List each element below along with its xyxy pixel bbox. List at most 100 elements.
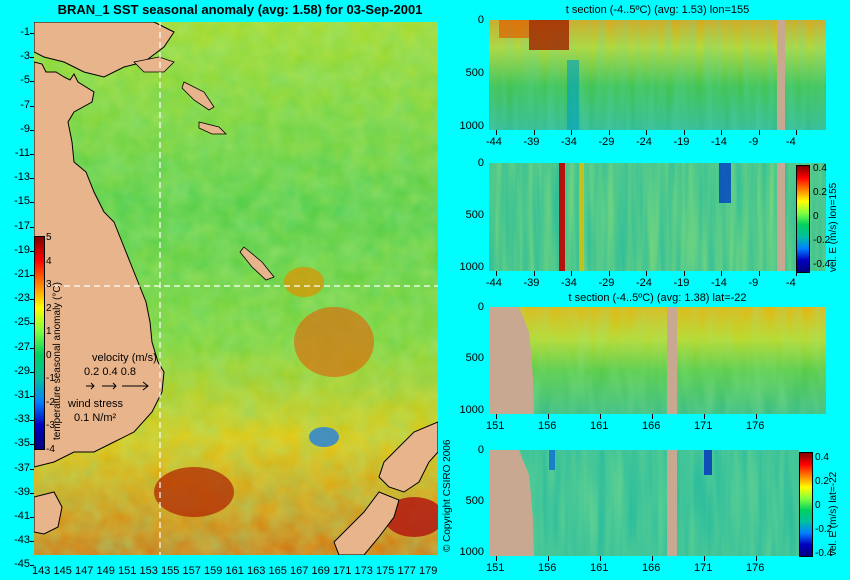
map-lon-label: 153 [139, 565, 158, 577]
tasmania-land [34, 491, 63, 535]
colorbar-tick-label: 5 [46, 232, 52, 243]
map-lat-label: -7 [20, 98, 30, 111]
section-x-tick [646, 130, 647, 135]
depth-tick-label: 1000 [459, 403, 484, 416]
new-zealand-land [378, 421, 438, 493]
map-lat-tick [30, 420, 34, 422]
depth-tick-label: 0 [477, 301, 484, 313]
map-lon-label: 145 [53, 565, 72, 577]
section-x-tick [704, 556, 705, 561]
section-x-tick-label: -19 [673, 136, 690, 148]
map-lat-label: -3 [20, 50, 30, 63]
map-colorbar [34, 236, 45, 450]
vel-colorbar-tick-label: 0 [813, 211, 819, 222]
map-lat-label: -19 [14, 243, 30, 256]
section-x-tick-label: 161 [590, 420, 609, 432]
vel-colorbar-tick-label: -0.2 [813, 235, 831, 246]
section-x-tick [758, 271, 760, 276]
panel3-svg [489, 307, 826, 414]
colorbar-tick-label: 0 [46, 349, 52, 361]
section-x-tick [533, 130, 535, 135]
section-x-tick-label: -44 [486, 136, 502, 148]
section-x-tick-label: 151 [486, 420, 505, 432]
section-x-tick [496, 130, 497, 135]
map-lat-tick [30, 396, 34, 397]
map-lon-label: 147 [75, 565, 94, 577]
map-lat-label: -15 [14, 195, 30, 208]
section-x-tick-label: -19 [673, 277, 690, 289]
map-lon-label: 143 [32, 565, 51, 577]
section-x-tick-label: -14 [711, 277, 727, 289]
wind-label: wind stress [68, 398, 124, 410]
colorbar-tick-label: -4 [46, 443, 55, 455]
section-x-tick [646, 271, 647, 276]
map-lat-label: -23 [14, 292, 30, 305]
section-x-tick-label: 171 [694, 562, 713, 574]
panel-temp-lat22[interactable] [489, 307, 826, 414]
map-lat-tick [30, 129, 34, 131]
map-lat-tick [30, 299, 34, 301]
vel-colorbar-tick-label: 0.2 [813, 187, 827, 198]
map-lon-label: 155 [161, 565, 180, 577]
section-x-tick-label: -9 [748, 277, 759, 289]
panel4-land [489, 450, 534, 556]
section-x-tick-label: -24 [636, 277, 652, 289]
panel-vel-lat22[interactable] [489, 450, 826, 556]
panel4-colorbar [799, 452, 813, 557]
velocity-scale: 0.2 0.4 0.8 [84, 366, 136, 378]
map-lon-label: 177 [397, 565, 416, 577]
map-lat-tick [30, 565, 34, 567]
map-lat-label: -45 [14, 558, 30, 571]
section-x-tick [721, 271, 722, 276]
section-x-tick-label: 171 [694, 420, 713, 432]
map-svg [34, 22, 438, 555]
map-lat-tick [30, 33, 34, 34]
map-lat-tick [30, 371, 34, 373]
section-x-tick [496, 414, 497, 419]
map-lat-label: -31 [14, 389, 30, 401]
depth-tick-label: 0 [477, 157, 484, 169]
section-x-tick [571, 130, 572, 135]
section-x-tick [548, 556, 549, 561]
colorbar-tick-label: -2 [46, 396, 55, 408]
section-x-tick-label: -4 [786, 136, 796, 148]
map-lat-tick [30, 275, 34, 276]
panel-vel-lon155[interactable] [489, 163, 826, 271]
map-lat-tick [30, 178, 34, 180]
section-x-tick [652, 556, 653, 561]
map-lon-label: 173 [354, 565, 373, 577]
section-x-tick [600, 414, 601, 419]
panel2-colorbar [796, 165, 810, 273]
vel-colorbar-tick-label: 0 [815, 500, 821, 511]
section-x-tick-label: 156 [538, 562, 557, 574]
panel2-svg [489, 163, 826, 271]
depth-tick-label: 500 [465, 352, 484, 365]
map-lat-label: -5 [20, 74, 30, 87]
map-lon-label: 159 [204, 565, 223, 577]
map-lat-tick [30, 57, 34, 59]
section-x-tick-label: 156 [538, 420, 557, 432]
map-lon-label: 165 [268, 565, 287, 577]
section-x-tick-label: -39 [523, 136, 540, 148]
section-x-tick [600, 556, 601, 561]
section-x-tick-label: -29 [598, 136, 615, 148]
panel1-title: t section (-4..5ºC) (avg: 1.53) lon=155 [565, 4, 750, 16]
colorbar-tick-label: 4 [46, 255, 52, 267]
depth-tick-label: 1000 [459, 119, 484, 132]
depth-tick-label: 500 [465, 66, 484, 79]
section-x-tick [571, 271, 572, 276]
section-x-tick-label: 166 [642, 420, 661, 432]
section-x-tick [683, 130, 685, 135]
panel-temp-lon155[interactable] [489, 20, 826, 130]
colorbar-tick-label: 1 [46, 326, 52, 337]
map-lat-label: -9 [20, 122, 30, 135]
velocity-label: velocity (m/s) [92, 352, 157, 364]
map-lat-tick [30, 105, 34, 107]
section-x-tick-label: 161 [590, 562, 609, 574]
section-x-tick [756, 414, 757, 419]
map-lat-tick [30, 541, 34, 543]
vel-colorbar-tick-label: -0.2 [815, 524, 833, 535]
section-x-tick-label: -34 [561, 277, 577, 289]
sst-anomaly-map[interactable] [34, 22, 438, 555]
map-lat-tick [30, 323, 34, 325]
